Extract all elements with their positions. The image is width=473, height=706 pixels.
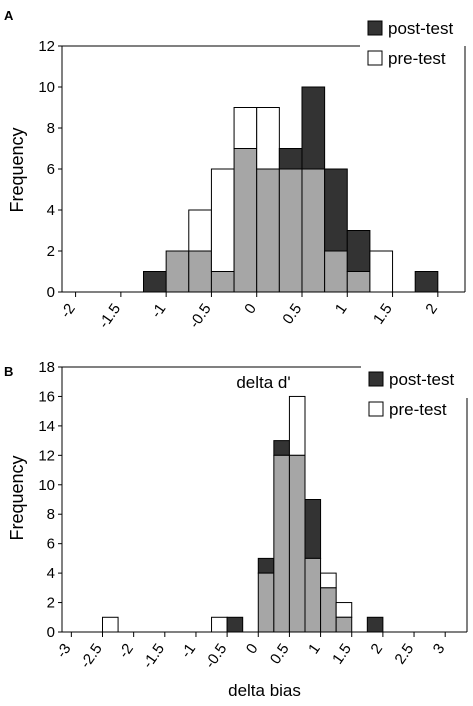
y-axis-label: Frequency	[7, 455, 27, 540]
legend: post-test pre-test	[368, 370, 454, 419]
x-tick-label: 2.5	[391, 641, 417, 668]
x-tick-label: 1.5	[370, 301, 396, 328]
pre-test-bar	[233, 107, 258, 149]
y-tick-label: 10	[38, 79, 55, 96]
pre-test-bar	[256, 107, 280, 170]
post-test-bar	[366, 616, 384, 633]
overlap-bar	[278, 168, 303, 293]
y-tick-label: 12	[38, 38, 55, 55]
x-tick-label: -1.5	[95, 301, 124, 332]
x-tick-label: -0.5	[186, 301, 215, 332]
overlap-bar	[210, 271, 235, 293]
pre-test-bar	[335, 602, 353, 618]
x-tick-label: 2	[367, 641, 386, 658]
pre-test-bar	[210, 168, 235, 272]
y-tick-label: 8	[47, 506, 55, 523]
legend-label-pre-test: pre-test	[389, 400, 447, 419]
legend-swatch-pre-test	[367, 50, 383, 66]
pre-test-bar	[288, 395, 306, 456]
y-tick-label: 14	[38, 418, 55, 435]
pre-test-bar	[188, 209, 212, 252]
x-tick-label: 0.5	[279, 301, 305, 328]
x-tick-label: 1	[332, 301, 351, 318]
y-tick-label: 16	[38, 388, 55, 405]
overlap-bar	[320, 587, 337, 633]
panel-label: A	[4, 8, 14, 23]
legend-label-post-test: post-test	[389, 370, 454, 389]
x-tick-label: -1	[178, 641, 200, 662]
post-test-bar	[304, 499, 322, 559]
y-axis-label: Frequency	[7, 127, 27, 212]
overlap-bar	[257, 572, 275, 633]
overlap-bar	[233, 148, 258, 293]
x-tick-label: -2.5	[77, 641, 106, 672]
overlap-bar	[346, 271, 371, 293]
post-test-bar	[301, 86, 326, 170]
y-tick-label: 2	[47, 595, 55, 612]
overlap-bar	[256, 168, 280, 293]
overlap-bar	[335, 616, 353, 633]
post-test-bar	[226, 616, 244, 633]
x-tick-label: 1	[305, 641, 324, 658]
legend-swatch-post-test	[368, 371, 384, 387]
overlap-bar	[304, 557, 322, 633]
legend: post-test pre-test	[367, 19, 453, 68]
pre-test-bar	[211, 616, 228, 633]
post-test-bar	[324, 168, 348, 252]
x-tick-label: -1	[148, 301, 170, 322]
post-test-bar	[346, 230, 371, 272]
y-tick-label: 12	[38, 447, 55, 464]
x-tick-label: -1.5	[139, 641, 168, 672]
overlap-bar	[324, 250, 348, 293]
overlap-bar	[273, 454, 290, 633]
y-tick-label: 6	[47, 161, 55, 178]
x-tick-label: 0.5	[267, 641, 293, 668]
post-test-bar	[257, 557, 275, 574]
post-test-bar	[143, 271, 167, 293]
overlap-bar	[165, 250, 190, 293]
legend-swatch-post-test	[367, 20, 383, 36]
overlap-bar	[288, 454, 306, 633]
y-tick-label: 6	[47, 536, 55, 553]
legend-label-pre-test: pre-test	[388, 49, 446, 68]
pre-test-bar	[102, 616, 119, 633]
legend-swatch-pre-test	[368, 401, 384, 417]
x-tick-label: 1.5	[329, 641, 355, 668]
post-test-bar	[278, 148, 303, 170]
x-tick-label: -2	[115, 641, 137, 662]
x-tick-label: 0	[241, 301, 260, 318]
y-tick-label: 10	[38, 477, 55, 494]
post-test-bar	[414, 271, 439, 293]
y-tick-label: 8	[47, 120, 55, 137]
y-tick-label: 2	[47, 243, 55, 260]
panel-label: B	[4, 364, 13, 379]
x-tick-label: -2	[57, 301, 79, 322]
legend-label-post-test: post-test	[388, 19, 453, 38]
pre-test-bar	[369, 250, 394, 293]
y-tick-label: 4	[47, 202, 55, 219]
y-tick-label: 0	[47, 284, 55, 301]
pre-test-bar	[320, 572, 337, 589]
x-tick-label: 3	[430, 641, 449, 658]
x-tick-label: 2	[422, 301, 441, 318]
x-axis-label: delta d'	[236, 373, 290, 392]
x-tick-label: -0.5	[202, 641, 231, 672]
y-tick-label: 4	[47, 565, 55, 582]
x-axis-label: delta bias	[228, 681, 301, 700]
chart-panel-a: A 0 2 4 6 8 10 12 -2 -1.5 -1 -0.5 0 0.5 1 1.5 2 delta d' F…	[4, 8, 466, 392]
x-tick-label: -3	[53, 641, 75, 662]
chart-panel-b: B 0 2 4 6 8 10 12 14 16 18 -3 -2.5 -2 -1.5 -1 -0.5 0 0.5 1 1…	[4, 359, 468, 700]
x-tick-label: 0	[243, 641, 262, 658]
overlap-bar	[301, 168, 326, 293]
overlap-bar	[188, 250, 212, 293]
post-test-bar	[273, 440, 290, 456]
y-tick-label: 18	[38, 359, 55, 376]
y-tick-label: 0	[47, 624, 55, 641]
